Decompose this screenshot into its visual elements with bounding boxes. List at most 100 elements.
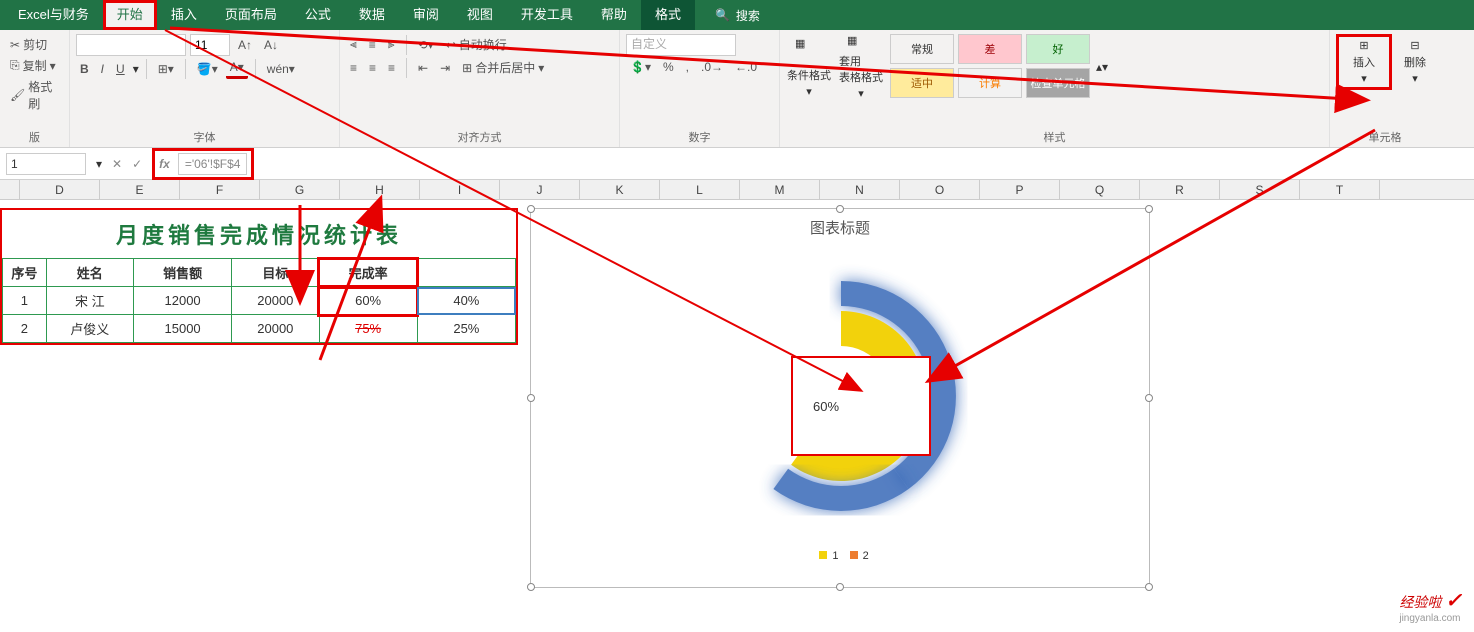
style-calc[interactable]: 计算: [958, 68, 1022, 98]
decrease-decimal-button[interactable]: ←.0: [731, 58, 761, 76]
table-header[interactable]: 目标: [232, 259, 319, 287]
table-header[interactable]: 完成率: [319, 259, 417, 287]
phonetic-button[interactable]: wén▾: [263, 60, 299, 78]
conditional-format-button[interactable]: ▦ 条件格式▾: [786, 34, 832, 100]
col-header[interactable]: E: [100, 180, 180, 199]
italic-button[interactable]: I: [97, 60, 108, 78]
style-good[interactable]: 好: [1026, 34, 1090, 64]
table-cell[interactable]: 20000: [232, 287, 319, 315]
chevron-down-icon[interactable]: ▾: [133, 62, 139, 76]
tab-developer[interactable]: 开发工具: [507, 0, 587, 30]
tab-data[interactable]: 数据: [345, 0, 399, 30]
col-header[interactable]: L: [660, 180, 740, 199]
style-normal[interactable]: 常规: [890, 34, 954, 64]
name-box[interactable]: 1: [6, 153, 86, 175]
col-header[interactable]: F: [180, 180, 260, 199]
bold-button[interactable]: B: [76, 60, 93, 78]
col-header[interactable]: Q: [1060, 180, 1140, 199]
border-button[interactable]: ⊞▾: [154, 60, 178, 78]
chart-container[interactable]: 图表标题 60% 1: [530, 208, 1150, 588]
fill-color-button[interactable]: 🪣▾: [193, 60, 222, 78]
style-check[interactable]: 检查单元格: [1026, 68, 1090, 98]
col-header[interactable]: R: [1140, 180, 1220, 199]
table-cell[interactable]: 宋 江: [46, 287, 133, 315]
tab-format[interactable]: 格式: [641, 0, 695, 30]
col-header[interactable]: K: [580, 180, 660, 199]
number-format-select[interactable]: 自定义: [626, 34, 736, 56]
percent-button[interactable]: %: [659, 58, 678, 76]
col-header[interactable]: P: [980, 180, 1060, 199]
table-cell[interactable]: 40%: [417, 287, 515, 315]
col-header[interactable]: G: [260, 180, 340, 199]
insert-cells-button[interactable]: ⊞ 插入▾: [1341, 39, 1387, 85]
table-header[interactable]: 销售额: [133, 259, 231, 287]
formula-input[interactable]: ='06'!$F$4: [178, 153, 248, 175]
increase-font-button[interactable]: A↑: [234, 36, 256, 54]
delete-cells-button[interactable]: ⊟ 删除▾: [1396, 34, 1434, 90]
tab-review[interactable]: 审阅: [399, 0, 453, 30]
format-painter-button[interactable]: 🖌格式刷: [6, 76, 63, 114]
currency-button[interactable]: 💲▾: [626, 58, 655, 76]
font-color-button[interactable]: A▾: [226, 58, 248, 79]
col-header[interactable]: I: [420, 180, 500, 199]
tab-home[interactable]: 开始: [103, 0, 157, 30]
merge-button[interactable]: ⊞合并后居中▾: [458, 57, 548, 78]
indent-left-button[interactable]: ⇤: [414, 59, 432, 77]
increase-decimal-button[interactable]: .0→: [697, 58, 727, 76]
tab-formulas[interactable]: 公式: [291, 0, 345, 30]
table-cell[interactable]: 1: [3, 287, 47, 315]
search-box[interactable]: 🔍 搜索: [715, 7, 760, 24]
col-header[interactable]: H: [340, 180, 420, 199]
col-header[interactable]: N: [820, 180, 900, 199]
enter-formula-button[interactable]: ✓: [132, 157, 142, 171]
table-cell[interactable]: 20000: [232, 315, 319, 343]
table-cell[interactable]: 15000: [133, 315, 231, 343]
name-box-dropdown[interactable]: ▾: [96, 157, 102, 171]
orientation-button[interactable]: ⟲▾: [414, 36, 438, 54]
table-header[interactable]: [417, 259, 515, 287]
table-header[interactable]: 姓名: [46, 259, 133, 287]
table-cell[interactable]: 卢俊义: [46, 315, 133, 343]
col-header[interactable]: D: [20, 180, 100, 199]
indent-right-button[interactable]: ⇥: [436, 59, 454, 77]
tab-page-layout[interactable]: 页面布局: [211, 0, 291, 30]
style-expand[interactable]: ▴▾: [1096, 34, 1108, 100]
tab-insert[interactable]: 插入: [157, 0, 211, 30]
tab-view[interactable]: 视图: [453, 0, 507, 30]
comma-button[interactable]: ,: [682, 58, 693, 76]
table-format-button[interactable]: ▦ 套用 表格格式▾: [838, 34, 884, 100]
chart-center-label-box[interactable]: 60%: [791, 356, 931, 456]
font-size-select[interactable]: [190, 34, 230, 56]
font-name-select[interactable]: [76, 34, 186, 56]
table-cell[interactable]: 75%: [319, 315, 417, 343]
col-header[interactable]: T: [1300, 180, 1380, 199]
style-neutral[interactable]: 适中: [890, 68, 954, 98]
align-right-button[interactable]: ≡: [384, 59, 399, 77]
table-cell-selected[interactable]: 60%: [319, 287, 417, 315]
wrap-text-button[interactable]: ↩自动换行: [442, 34, 511, 55]
cancel-formula-button[interactable]: ✕: [112, 157, 122, 171]
align-top-button[interactable]: ⫷: [346, 35, 361, 54]
align-bottom-button[interactable]: ⫸: [384, 35, 399, 54]
col-header[interactable]: O: [900, 180, 980, 199]
col-header[interactable]: S: [1220, 180, 1300, 199]
select-all-corner[interactable]: [0, 180, 20, 199]
col-header[interactable]: M: [740, 180, 820, 199]
align-center-button[interactable]: ≡: [365, 59, 380, 77]
align-left-button[interactable]: ≡: [346, 59, 361, 77]
tab-help[interactable]: 帮助: [587, 0, 641, 30]
table-header[interactable]: 序号: [3, 259, 47, 287]
table-cell[interactable]: 25%: [417, 315, 515, 343]
col-header[interactable]: J: [500, 180, 580, 199]
copy-button[interactable]: ⎘复制▾: [6, 55, 60, 76]
decrease-font-button[interactable]: A↓: [260, 36, 282, 54]
tab-excel-finance[interactable]: Excel与财务: [4, 0, 103, 30]
style-bad[interactable]: 差: [958, 34, 1022, 64]
fx-button[interactable]: fx: [159, 157, 170, 171]
cut-button[interactable]: ✂剪切: [6, 34, 51, 55]
chart-title[interactable]: 图表标题: [531, 209, 1149, 246]
table-cell[interactable]: 12000: [133, 287, 231, 315]
underline-button[interactable]: U: [112, 60, 129, 78]
table-cell[interactable]: 2: [3, 315, 47, 343]
align-middle-button[interactable]: ≡: [365, 36, 380, 54]
